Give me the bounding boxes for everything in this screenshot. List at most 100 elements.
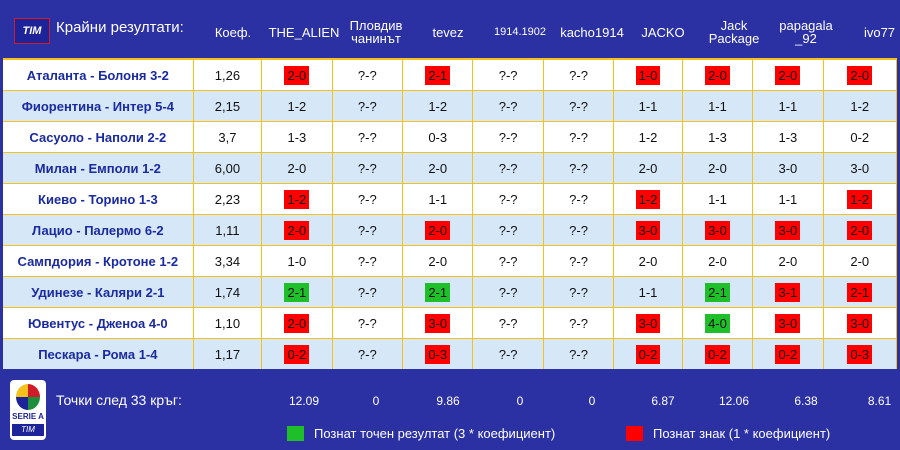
pick-value: ?-?: [569, 129, 588, 145]
pick-cell: ?-?: [544, 308, 615, 338]
pick-value: 1-1: [638, 98, 658, 114]
sign-pick: 2-1: [425, 65, 451, 85]
pick-cell: 2-0: [824, 60, 897, 90]
pick-cell: 1-2: [614, 122, 683, 152]
odds-cell: 2,15: [194, 91, 263, 121]
pick-cell: ?-?: [544, 122, 615, 152]
sign-pick: 0-2: [284, 344, 310, 364]
pick-value: 2-0: [428, 253, 448, 269]
pick-cell: 2-0: [824, 246, 897, 276]
sign-pick: 0-3: [425, 344, 451, 364]
sign-pick: 0-3: [847, 344, 873, 364]
pick-cell: 1-1: [614, 277, 683, 307]
pick-value: ?-?: [498, 160, 518, 176]
pick-cell: 4-0: [683, 308, 754, 338]
column-header: Пловдив чанинът: [349, 18, 403, 46]
pick-value: 2-0: [708, 253, 727, 269]
pick-value: ?-?: [498, 222, 518, 238]
table-row: Лацио - Палермо 6-2 1,11 2-0 ?-? 2-0 ?-? ?-? 3-…: [3, 215, 897, 245]
pick-cell: 2-0: [614, 246, 683, 276]
pick-value: ?-?: [498, 129, 518, 145]
pick-value: ?-?: [357, 284, 377, 300]
pick-cell: 2-0: [824, 215, 897, 245]
column-header: kacho1914: [560, 24, 624, 40]
footer: SERIE A TIM Точки след 33 кръг: 12.09 0 9.…: [0, 372, 900, 450]
pick-cell: ?-?: [473, 153, 544, 183]
pick-value: ?-?: [498, 346, 518, 362]
pick-cell: 1-2: [824, 184, 897, 214]
sign-pick: 3-0: [425, 313, 451, 333]
pick-value: ?-?: [569, 67, 588, 83]
pick-cell: 0-2: [683, 339, 754, 369]
pick-cell: 2-0: [683, 246, 754, 276]
pick-cell: ?-?: [333, 339, 404, 369]
pick-value: 1-1: [778, 98, 798, 114]
pick-cell: ?-?: [544, 184, 615, 214]
pick-value: 1-2: [428, 98, 448, 114]
sign-pick: 0-2: [635, 344, 661, 364]
pick-cell: ?-?: [473, 184, 544, 214]
pick-value: ?-?: [498, 67, 518, 83]
pick-cell: 0-2: [824, 122, 897, 152]
pick-cell: ?-?: [333, 91, 404, 121]
column-header: Jack Package: [708, 18, 760, 46]
table-row: Сампдория - Кротоне 1-2 3,34 1-0 ?-? 2-0 ?-??…: [3, 246, 897, 276]
pick-cell: 2-0: [262, 153, 333, 183]
match-cell: Сампдория - Кротоне 1-2: [3, 246, 194, 276]
odds-cell: 3,7: [194, 122, 263, 152]
odds-cell: 1,74: [194, 277, 263, 307]
column-header: tevez: [432, 24, 464, 40]
points-value: 0: [372, 394, 380, 408]
pick-cell: ?-?: [473, 122, 544, 152]
pick-value: ?-?: [357, 222, 377, 238]
table-row: Сасуоло - Наполи 2-2 3,7 1-3 ?-? 0-3 ?-? ?-? 1-…: [3, 122, 897, 152]
table-row: Пескара - Рома 1-4 1,17 0-2 ?-? 0-3 ?-? ?-? 0-2…: [3, 339, 897, 369]
pick-cell: 3-0: [753, 308, 824, 338]
pick-cell: ?-?: [544, 277, 615, 307]
pick-value: ?-?: [498, 284, 518, 300]
sign-pick: 2-0: [284, 313, 310, 333]
pick-cell: 1-2: [262, 184, 333, 214]
pick-cell: 2-1: [403, 60, 474, 90]
pick-value: 3-0: [850, 160, 870, 176]
pick-cell: 1-1: [683, 184, 754, 214]
pick-cell: 0-3: [403, 122, 474, 152]
pick-cell: 0-2: [753, 339, 824, 369]
pick-value: 1-2: [850, 98, 870, 114]
pick-cell: 2-0: [614, 153, 683, 183]
pick-value: ?-?: [569, 346, 588, 362]
results-table: Аталанта - Болоня 3-2 1,26 2-0 ?-? 2-1 ?-? ?-?…: [3, 58, 897, 369]
pick-cell: ?-?: [473, 246, 544, 276]
pick-cell: 1-1: [753, 91, 824, 121]
sign-pick: 3-0: [635, 313, 661, 333]
pick-cell: ?-?: [333, 184, 404, 214]
pick-cell: 1-3: [262, 122, 333, 152]
pick-cell: 1-1: [403, 184, 474, 214]
pick-value: ?-?: [569, 98, 588, 114]
pick-value: 2-0: [778, 253, 798, 269]
points-value: 6.87: [651, 394, 675, 408]
legend-sign-label: Познат знак (1 * коефициент): [653, 426, 831, 441]
legend-sign: Познат знак (1 * коефициент): [626, 426, 830, 441]
sign-pick: 3-0: [775, 313, 801, 333]
pick-cell: ?-?: [473, 277, 544, 307]
pick-value: 1-1: [778, 191, 798, 207]
match-cell: Удинезе - Каляри 2-1: [3, 277, 194, 307]
exact-pick: 4-0: [705, 313, 730, 333]
pick-value: ?-?: [357, 98, 377, 114]
pick-value: 1-1: [708, 191, 727, 207]
sign-pick: 0-2: [705, 344, 730, 364]
pick-cell: 0-3: [403, 339, 474, 369]
pick-cell: 3-0: [824, 308, 897, 338]
pick-value: ?-?: [357, 129, 377, 145]
pick-value: 0-2: [850, 129, 870, 145]
pick-value: 1-2: [638, 129, 658, 145]
pick-value: 1-1: [428, 191, 448, 207]
pick-cell: 2-0: [262, 60, 333, 90]
sign-pick: 3-0: [705, 220, 730, 240]
sign-pick: 0-2: [775, 344, 801, 364]
points-value: 0: [516, 394, 524, 408]
pick-cell: 2-0: [753, 60, 824, 90]
exact-pick: 2-1: [705, 282, 730, 302]
pick-cell: 1-2: [403, 91, 474, 121]
